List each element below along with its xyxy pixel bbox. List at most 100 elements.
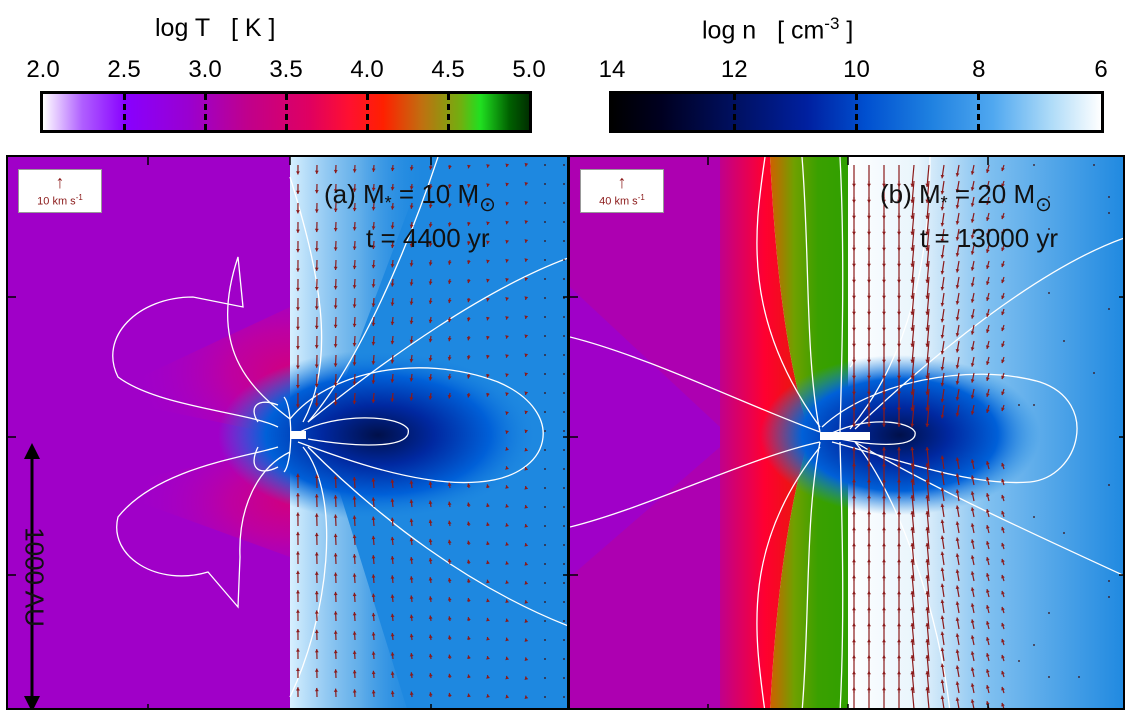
colorbar_temp-tick-mark [204, 94, 207, 130]
velocity-arrow [1018, 660, 1020, 662]
velocity-arrow [544, 297, 546, 299]
velocity-arrow [1033, 516, 1035, 518]
velocity-arrow [1093, 164, 1095, 166]
velocity-arrow [1123, 500, 1125, 502]
temp-title-log: log T [155, 14, 210, 42]
panel-a-time: t = 4400 yr [366, 223, 490, 254]
velocity-arrow [563, 525, 565, 527]
scale-bar-label: 1000 AU [19, 527, 50, 627]
velocity-arrow [544, 582, 546, 584]
velocity-arrow [563, 221, 565, 223]
velocity-arrow [563, 658, 565, 660]
colorbar_temp-tick-label: 2.5 [107, 56, 140, 84]
colorbar_density-tick-label: 14 [599, 56, 626, 84]
velocity-arrow [563, 620, 565, 622]
colorbar_density-tick-label: 8 [972, 56, 985, 84]
velocity-arrow [544, 335, 546, 337]
velocity-arrow [563, 183, 565, 185]
velocity-arrow [563, 563, 565, 565]
colorbar_density-tick-label: 6 [1094, 56, 1107, 84]
density-title-unit: [ cm [777, 16, 824, 44]
velocity-arrow [544, 601, 546, 603]
velocity-arrow [1048, 612, 1050, 614]
colorbar_temp-tick-label: 5.0 [512, 56, 545, 84]
density-colorbar-title: log n [ cm-3 ] [702, 14, 853, 45]
velocity-arrow [563, 259, 565, 261]
velocity-arrow [1033, 644, 1035, 646]
velocity-arrow [563, 639, 565, 641]
velocity-arrow [563, 582, 565, 584]
colorbar_temp-tick-label: 3.0 [188, 56, 221, 84]
velocity-arrow [1123, 692, 1125, 694]
colorbar_density-tick-mark [855, 94, 858, 130]
velocity-arrow [544, 411, 546, 413]
colorbar_temp-tick-label: 4.0 [350, 56, 383, 84]
velocity-arrow [563, 506, 565, 508]
velocity-arrow [544, 202, 546, 204]
velocity-arrow [544, 354, 546, 356]
velocity-arrow [544, 658, 546, 660]
velocity-arrow-icon: ↑ [19, 173, 101, 191]
velocity-arrow [563, 164, 565, 166]
velocity-arrow [1108, 308, 1110, 310]
density-title-log: log n [702, 16, 756, 44]
colorbar_temp-tick-mark [285, 94, 288, 130]
velocity-arrow [1048, 292, 1050, 294]
velocity-arrow [544, 164, 546, 166]
colorbar_temp-tick-mark [366, 94, 369, 130]
velocity-arrow [1078, 676, 1080, 678]
velocity-arrow [563, 468, 565, 470]
velocity-arrow [544, 316, 546, 318]
velocity-arrow [1093, 372, 1095, 374]
colorbar_density-tick-label: 10 [843, 56, 870, 84]
velocity-arrow [563, 373, 565, 375]
velocity-arrow [544, 221, 546, 223]
panel-b-label: (b) M* = 20 M⊙ [880, 179, 1052, 214]
velocity-arrow [563, 601, 565, 603]
panel-a-velocity-label: 10 km s-1 [19, 191, 101, 209]
colorbar_temp-tick-mark [123, 94, 126, 130]
velocity-arrow-icon: ↑ [581, 173, 663, 191]
velocity-arrow [1108, 484, 1110, 486]
velocity-arrow [544, 240, 546, 242]
velocity-arrow [1063, 532, 1065, 534]
colorbar_temp-tick-mark [447, 94, 450, 130]
velocity-arrow [1108, 580, 1110, 582]
temp-colorbar-title: log T [ K ] [155, 14, 275, 43]
velocity-arrow [563, 430, 565, 432]
panel-a-velocity-scale: ↑ 10 km s-1 [18, 169, 102, 213]
velocity-arrow [563, 335, 565, 337]
velocity-arrow [544, 259, 546, 261]
panel-b-velocity-label: 40 km s-1 [581, 191, 663, 209]
velocity-arrow [563, 392, 565, 394]
velocity-arrow [563, 487, 565, 489]
velocity-arrow [563, 677, 565, 679]
colorbar_temp-tick-label: 4.5 [431, 56, 464, 84]
velocity-arrow [544, 468, 546, 470]
colorbar_density-tick-label: 12 [721, 56, 748, 84]
panel-b-velocity-scale: ↑ 40 km s-1 [580, 169, 664, 213]
panel-b-time: t = 13000 yr [920, 223, 1058, 254]
sun-symbol-icon: ⊙ [479, 194, 496, 216]
velocity-arrow [1018, 404, 1020, 406]
velocity-arrow [544, 563, 546, 565]
velocity-arrow [544, 278, 546, 280]
velocity-arrow [563, 411, 565, 413]
velocity-arrow [1048, 676, 1050, 678]
velocity-arrow [544, 449, 546, 451]
velocity-arrow [544, 544, 546, 546]
panel-b: ↑ 40 km s-1 (b) M* = 20 M⊙ t = 13000 yr [568, 155, 1125, 710]
velocity-arrow [1123, 212, 1125, 214]
velocity-arrow [544, 430, 546, 432]
velocity-arrow [544, 525, 546, 527]
sun-symbol-icon: ⊙ [1035, 194, 1052, 216]
velocity-arrow [1033, 164, 1035, 166]
velocity-arrow [1123, 372, 1125, 374]
colorbar_temp-tick-label: 2.0 [26, 56, 59, 84]
colorbar_density-tick-mark [733, 94, 736, 130]
colorbar_density-tick-mark [977, 94, 980, 130]
velocity-arrow [563, 544, 565, 546]
velocity-arrow [563, 696, 565, 698]
density-title-exp: -3 [824, 14, 839, 33]
velocity-arrow [563, 202, 565, 204]
